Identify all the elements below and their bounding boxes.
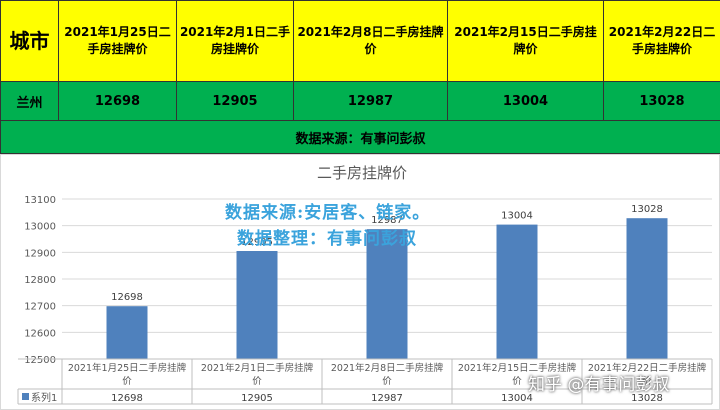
y-tick-label: 12800 [24,275,56,286]
bar [366,229,408,359]
x-category-label: 2021年2月22日二手房挂牌 [588,362,707,374]
bar-chart: 二手房挂牌价 12500 12600 12700 12800 12900 13000 1310… [0,154,720,410]
data-label: 12905 [241,237,273,248]
price-cell: 12698 [58,81,177,121]
data-label: 12987 [371,215,403,226]
city-header: 城市 [0,0,59,82]
chart-frame [0,154,720,410]
price-cell: 13028 [603,81,720,121]
watermark-source: 数据来源:安居客、链家。 [225,203,431,223]
watermark-compiler: 数据整理：有事问彭叔 [237,229,417,249]
price-table: 城市 2021年1月25日二手房挂牌价 2021年2月1日二手房挂牌价 2021… [0,0,720,154]
y-tick-label: 12700 [24,302,56,313]
x-category-label: 价 [512,376,522,387]
x-category-label: 2021年2月15日二手房挂牌 [458,362,577,374]
y-tick-label: 12900 [24,248,56,259]
y-tick-label: 12600 [24,328,56,339]
bar [106,306,148,359]
data-table-value: 13004 [501,393,533,404]
price-cell: 12905 [176,81,294,121]
zhihu-watermark: 知乎 @有事问彭叔 [528,375,670,395]
x-category-label: 2021年2月8日二手房挂牌 [331,362,444,374]
date-header: 2021年2月22日二手房挂牌价 [603,0,720,82]
source-note: 数据来源：有事问彭叔 [0,120,720,154]
bar [236,251,278,359]
date-header: 2021年1月25日二手房挂牌价 [58,0,177,82]
y-tick-label: 13000 [24,222,56,233]
data-label: 13004 [501,211,533,222]
legend-key [22,393,29,400]
x-category-label: 价 [252,376,262,387]
bar [626,218,668,359]
x-category-label: 价 [382,376,392,387]
x-category-label: 2021年2月1日二手房挂牌 [201,362,314,374]
data-table-value: 12698 [111,393,143,404]
price-cell: 12987 [293,81,448,121]
x-category-label: 2021年1月25日二手房挂牌 [68,362,187,374]
data-label: 12698 [111,292,143,303]
data-table-value: 13028 [631,393,663,404]
chart-title: 二手房挂牌价 [317,164,407,182]
x-category-label: 价 [122,376,132,387]
price-cell: 13004 [447,81,604,121]
date-header: 2021年2月15日二手房挂牌价 [447,0,604,82]
legend-label: 系列1 [31,391,57,404]
x-category-label: 价 [642,376,652,387]
city-name: 兰州 [0,81,59,121]
data-label: 13028 [631,204,663,215]
date-header: 2021年2月8日二手房挂牌价 [293,0,448,82]
y-tick-label: 12500 [24,355,56,366]
data-table-value: 12905 [241,393,273,404]
data-table-value: 12987 [371,393,403,404]
date-header: 2021年2月1日二手房挂牌价 [176,0,294,82]
y-tick-label: 13100 [24,195,56,206]
bar [496,224,538,359]
